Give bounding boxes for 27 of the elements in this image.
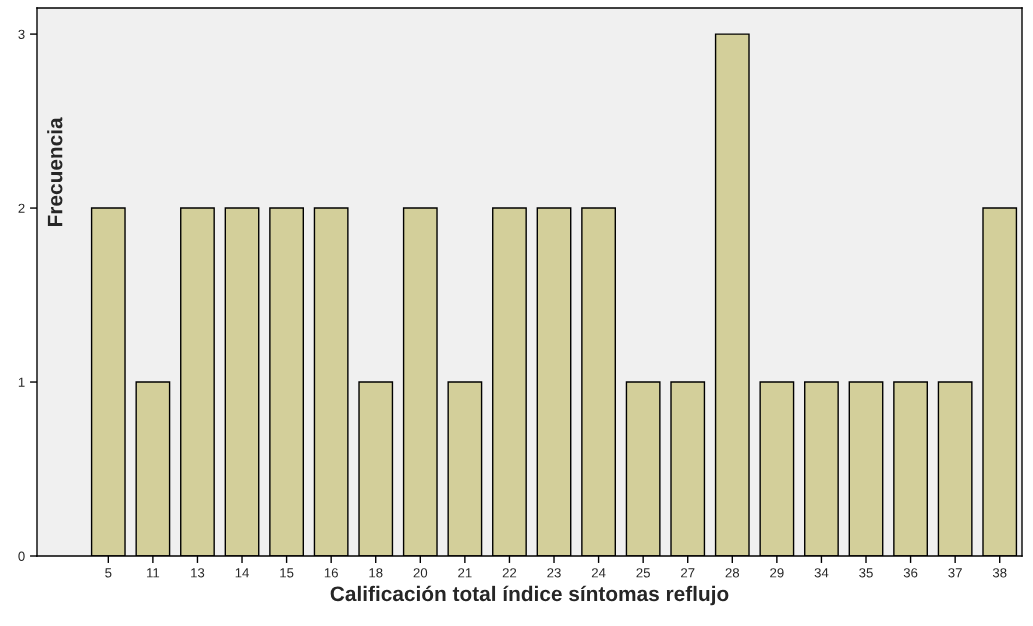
x-tick-label: 38 [992, 568, 1007, 578]
x-tick-label: 36 [903, 568, 918, 578]
x-tick-label: 35 [859, 568, 873, 578]
y-tick-label: 3 [18, 29, 25, 40]
x-tick-label: 25 [636, 568, 650, 578]
x-axis-title: Calificación total índice síntomas reflujo [330, 585, 729, 606]
x-tick-label: 37 [948, 568, 962, 578]
x-tick-label: 24 [591, 568, 606, 578]
x-tick-label: 28 [725, 568, 740, 578]
x-tick-label: 14 [235, 568, 249, 578]
x-tick-label: 15 [280, 568, 294, 578]
x-tick-label: 34 [814, 568, 829, 578]
x-tick-label: 22 [502, 568, 517, 578]
x-tick-label: 23 [547, 568, 561, 578]
y-tick-label: 1 [18, 377, 25, 387]
x-tick-label: 29 [770, 568, 784, 578]
x-tick-label: 5 [105, 568, 112, 578]
x-tick-label: 11 [147, 568, 160, 578]
y-axis-title: Frecuencia [47, 117, 63, 227]
x-tick-label: 20 [413, 568, 428, 578]
x-tick-label: 18 [369, 568, 383, 578]
x-tick-label: 13 [191, 568, 205, 578]
x-tick-label: 16 [324, 568, 338, 578]
x-tick-label: 27 [681, 568, 695, 578]
y-tick-label: 0 [18, 551, 25, 561]
y-tick-label: 2 [18, 203, 25, 213]
x-tick-label: 21 [458, 568, 472, 578]
